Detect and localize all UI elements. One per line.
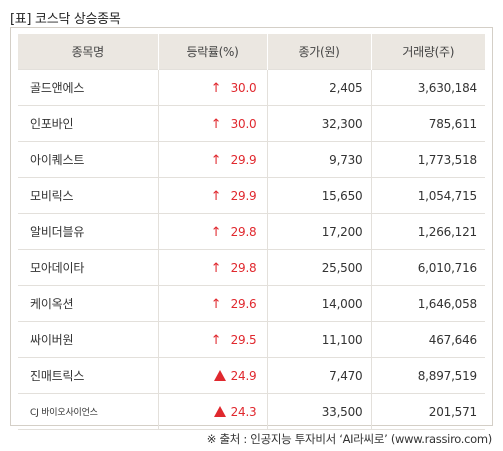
closing-price: 2,405 xyxy=(266,69,371,106)
column-header-rate: 등락률(%) xyxy=(157,34,267,70)
table-row: 인포바인 ↑ 30.0 32,300 785,611 xyxy=(18,105,485,142)
closing-price: 32,300 xyxy=(266,105,371,142)
table-title: [표] 코스닥 상승종목 xyxy=(10,12,121,27)
column-header-name: 종목명 xyxy=(18,34,158,70)
change-rate-value: 29.9 xyxy=(230,152,257,167)
change-rate-value: 29.8 xyxy=(230,224,257,239)
closing-price: 7,470 xyxy=(266,357,371,394)
trade-volume: 1,054,715 xyxy=(370,177,485,214)
change-rate: ↑ 29.5 xyxy=(157,321,267,358)
trade-volume: 467,646 xyxy=(370,321,485,358)
trade-volume: 6,010,716 xyxy=(370,249,485,286)
closing-price: 11,100 xyxy=(266,321,371,358)
closing-price: 15,650 xyxy=(266,177,371,214)
arrow-up-icon: ↑ xyxy=(210,116,222,132)
stock-name: CJ 바이오사이언스 xyxy=(18,393,158,430)
change-rate-value: 29.8 xyxy=(230,260,257,275)
arrow-up-icon: ↑ xyxy=(210,224,222,240)
change-rate-value: 30.0 xyxy=(230,80,257,95)
stock-name: 싸이버원 xyxy=(18,321,158,358)
change-rate-value: 29.5 xyxy=(230,332,257,347)
change-rate: ↑ 29.9 xyxy=(157,141,267,178)
table-row: 알비더블유 ↑ 29.8 17,200 1,266,121 xyxy=(18,213,485,250)
change-rate: 24.9 xyxy=(157,357,267,394)
change-rate: ↑ 29.6 xyxy=(157,285,267,322)
change-rate-value: 29.9 xyxy=(230,188,257,203)
trade-volume: 8,897,519 xyxy=(370,357,485,394)
arrow-up-icon: ↑ xyxy=(210,332,222,348)
stock-name: 모아데이타 xyxy=(18,249,158,286)
table-row: CJ 바이오사이언스 24.3 33,500 201,571 xyxy=(18,393,485,430)
arrow-up-icon: ↑ xyxy=(210,260,222,276)
table-row: 아이퀘스트 ↑ 29.9 9,730 1,773,518 xyxy=(18,141,485,178)
triangle-up-icon xyxy=(213,369,226,381)
closing-price: 14,000 xyxy=(266,285,371,322)
stock-name: 골드앤에스 xyxy=(18,69,158,106)
change-rate: ↑ 30.0 xyxy=(157,69,267,106)
table-row: 모비릭스 ↑ 29.9 15,650 1,054,715 xyxy=(18,177,485,214)
arrow-up-icon: ↑ xyxy=(210,296,222,312)
table-row: 진매트릭스 24.9 7,470 8,897,519 xyxy=(18,357,485,394)
stock-name: 인포바인 xyxy=(18,105,158,142)
column-header-price: 종가(원) xyxy=(266,34,371,70)
arrow-up-icon: ↑ xyxy=(210,188,222,204)
arrow-up-icon: ↑ xyxy=(210,152,222,168)
change-rate-value: 30.0 xyxy=(230,116,257,131)
change-rate: ↑ 29.9 xyxy=(157,177,267,214)
trade-volume: 785,611 xyxy=(370,105,485,142)
stock-name: 케이옥션 xyxy=(18,285,158,322)
trade-volume: 1,773,518 xyxy=(370,141,485,178)
stock-name: 모비릭스 xyxy=(18,177,158,214)
change-rate: ↑ 30.0 xyxy=(157,105,267,142)
source-note: ※ 출처 : 인공지능 투자비서 ‘AI라씨로’ (www.rassiro.co… xyxy=(206,432,493,446)
trade-volume: 201,571 xyxy=(370,393,485,430)
trade-volume: 1,646,058 xyxy=(370,285,485,322)
stock-name: 진매트릭스 xyxy=(18,357,158,394)
trade-volume: 3,630,184 xyxy=(370,69,485,106)
table-row: 골드앤에스 ↑ 30.0 2,405 3,630,184 xyxy=(18,69,485,106)
closing-price: 17,200 xyxy=(266,213,371,250)
table-row: 싸이버원 ↑ 29.5 11,100 467,646 xyxy=(18,321,485,358)
change-rate-value: 29.6 xyxy=(230,296,257,311)
header-row: 종목명 등락률(%) 종가(원) 거래량(주) xyxy=(18,34,485,70)
table-row: 모아데이타 ↑ 29.8 25,500 6,010,716 xyxy=(18,249,485,286)
change-rate: 24.3 xyxy=(157,393,267,430)
closing-price: 33,500 xyxy=(266,393,371,430)
change-rate-value: 24.9 xyxy=(230,368,257,383)
column-header-volume: 거래량(주) xyxy=(370,34,485,70)
change-rate: ↑ 29.8 xyxy=(157,213,267,250)
triangle-up-icon xyxy=(213,405,226,417)
change-rate: ↑ 29.8 xyxy=(157,249,267,286)
stock-name: 아이퀘스트 xyxy=(18,141,158,178)
stock-table: 종목명 등락률(%) 종가(원) 거래량(주) 골드앤에스 ↑ 30.0 2,405 3… xyxy=(18,34,485,430)
table-row: 케이옥션 ↑ 29.6 14,000 1,646,058 xyxy=(18,285,485,322)
arrow-up-icon: ↑ xyxy=(210,80,222,96)
closing-price: 9,730 xyxy=(266,141,371,178)
change-rate-value: 24.3 xyxy=(230,404,257,419)
closing-price: 25,500 xyxy=(266,249,371,286)
stock-name: 알비더블유 xyxy=(18,213,158,250)
trade-volume: 1,266,121 xyxy=(370,213,485,250)
